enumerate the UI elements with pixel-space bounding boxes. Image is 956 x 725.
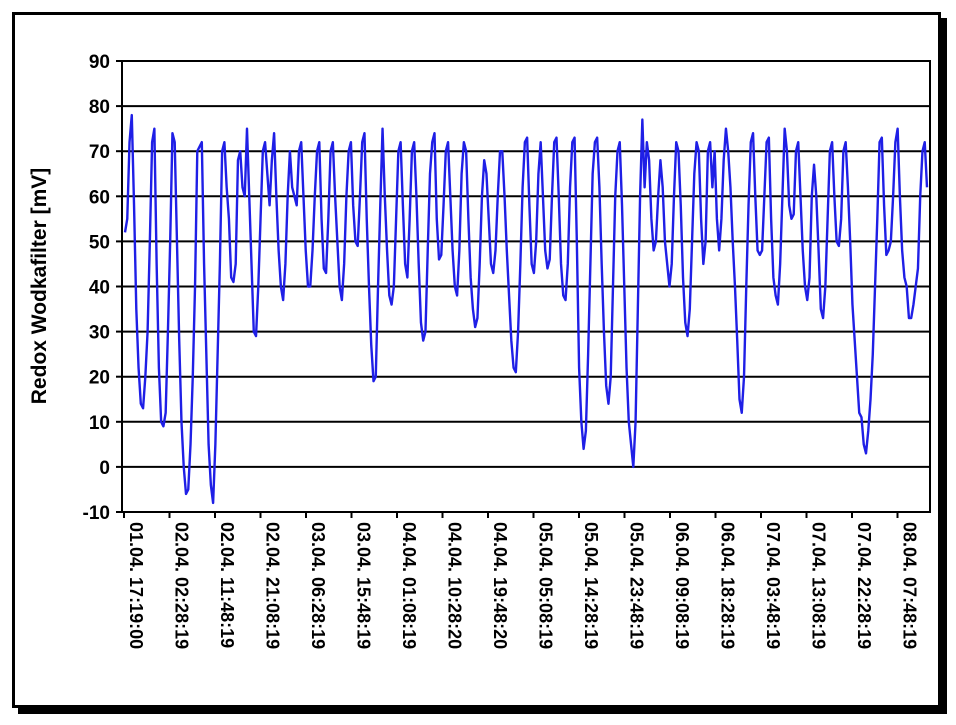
x-tick-label: 07.04. 22:28:19 bbox=[854, 522, 874, 649]
y-tick-label: 90 bbox=[89, 52, 110, 73]
x-tick-label: 03.04. 15:48:19 bbox=[354, 522, 374, 649]
y-tick-label: 0 bbox=[99, 458, 110, 479]
x-tick-label: 08.04. 07:48:19 bbox=[900, 522, 920, 649]
y-tick-label: 50 bbox=[89, 232, 110, 253]
x-tick-label: 02.04. 21:08:19 bbox=[263, 522, 283, 649]
x-tick-label: 01.04. 17:19:00 bbox=[126, 522, 146, 649]
x-tick-label: 03.04. 06:28:19 bbox=[308, 522, 328, 649]
x-tick-label: 07.04. 03:48:19 bbox=[763, 522, 783, 649]
y-tick-label: 20 bbox=[89, 368, 110, 389]
x-tick-label: 06.04. 09:08:19 bbox=[672, 522, 692, 649]
x-tick-label: 05.04. 05:08:19 bbox=[536, 522, 556, 649]
y-tick-label: 80 bbox=[89, 97, 110, 118]
y-tick-label: 40 bbox=[89, 278, 110, 299]
x-tick-label: 07.04. 13:08:19 bbox=[809, 522, 829, 649]
x-tick-label: 05.04. 14:28:19 bbox=[581, 522, 601, 649]
y-tick-label: 30 bbox=[89, 323, 110, 344]
x-tick-label: 02.04. 11:48:19 bbox=[217, 522, 237, 648]
x-tick-label: 04.04. 01:08:19 bbox=[399, 522, 419, 649]
x-axis-ticks: 01.04. 17:19:00 02.04. 02:28:19 02.04. 11:… bbox=[123, 512, 920, 649]
x-tick-label: 04.04. 19:48:20 bbox=[490, 522, 510, 649]
x-tick-label: 04.04. 10:28:20 bbox=[445, 522, 465, 649]
y-axis-ticks: -10 0 10 20 30 40 50 60 70 80 90 bbox=[83, 52, 122, 524]
x-tick-label: 05.04. 23:48:19 bbox=[627, 522, 647, 649]
y-tick-label: 70 bbox=[89, 142, 110, 163]
x-tick-label: 06.04. 18:28:19 bbox=[718, 522, 738, 649]
y-tick-label: 10 bbox=[89, 413, 110, 434]
y-tick-label: 60 bbox=[89, 187, 110, 208]
y-axis-label: Redox Wodkafilter [mV] bbox=[28, 168, 51, 404]
y-tick-label: -10 bbox=[83, 503, 110, 524]
x-tick-label: 02.04. 02:28:19 bbox=[172, 522, 192, 649]
series-line bbox=[123, 113, 929, 505]
